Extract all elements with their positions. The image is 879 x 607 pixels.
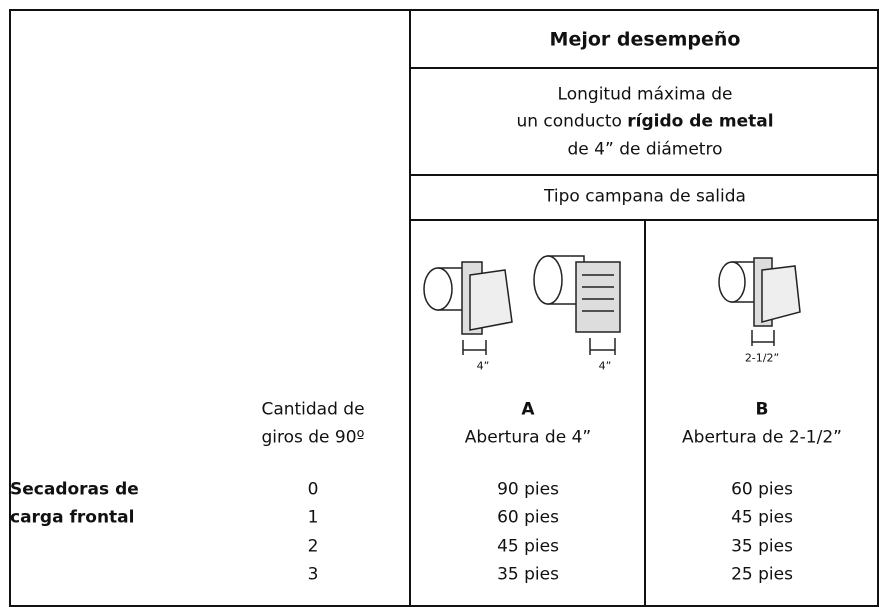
hood-vent-icon	[423, 261, 513, 355]
pipe-end	[423, 267, 453, 311]
hood	[469, 269, 513, 331]
length-cell: 25 pies	[731, 564, 793, 585]
description-line: Longitud máxima de	[557, 84, 733, 105]
length-cell: 35 pies	[497, 564, 559, 585]
borders	[9, 9, 879, 607]
description-bold: rígido de metal	[627, 111, 774, 132]
dryer-type: Secadoras de	[10, 479, 139, 500]
length-cell: 45 pies	[731, 507, 793, 528]
length-cell: 90 pies	[497, 479, 559, 500]
outer-border	[9, 9, 879, 607]
turns-header: Cantidad de	[261, 399, 365, 420]
pipe-end	[533, 255, 563, 305]
turns-cell: 0	[307, 479, 319, 500]
title: Mejor desempeño	[549, 28, 741, 51]
length-cell: 35 pies	[731, 536, 793, 557]
dimension-label: 2-1/2”	[744, 351, 780, 365]
turns-cell: 2	[307, 536, 319, 557]
column-letter: A	[521, 399, 535, 420]
small-hood-vent-icon	[718, 257, 801, 346]
turns-header: giros de 90º	[261, 427, 365, 448]
dimension-label: 4”	[476, 359, 490, 373]
description-line: de 4” de diámetro	[567, 139, 723, 160]
turns-cell: 1	[307, 507, 319, 528]
vent-icons	[423, 255, 801, 355]
column-label: Abertura de 2-1/2”	[682, 427, 842, 448]
column-letter: B	[755, 399, 769, 420]
description-text: un conducto	[516, 111, 622, 132]
length-cell: 45 pies	[497, 536, 559, 557]
vent-type: Tipo campana de salida	[544, 186, 746, 207]
turns-cell: 3	[307, 564, 319, 585]
dimension-label: 4”	[598, 359, 612, 373]
hood	[761, 265, 801, 323]
length-cell: 60 pies	[497, 507, 559, 528]
description-line: un conducto rígido de metal	[516, 111, 774, 132]
louver-vent-icon	[533, 255, 621, 355]
column-label: Abertura de 4”	[464, 427, 592, 448]
plate	[575, 261, 621, 333]
dryer-type: carga frontal	[10, 507, 135, 528]
length-cell: 60 pies	[731, 479, 793, 500]
pipe-end	[718, 261, 746, 303]
